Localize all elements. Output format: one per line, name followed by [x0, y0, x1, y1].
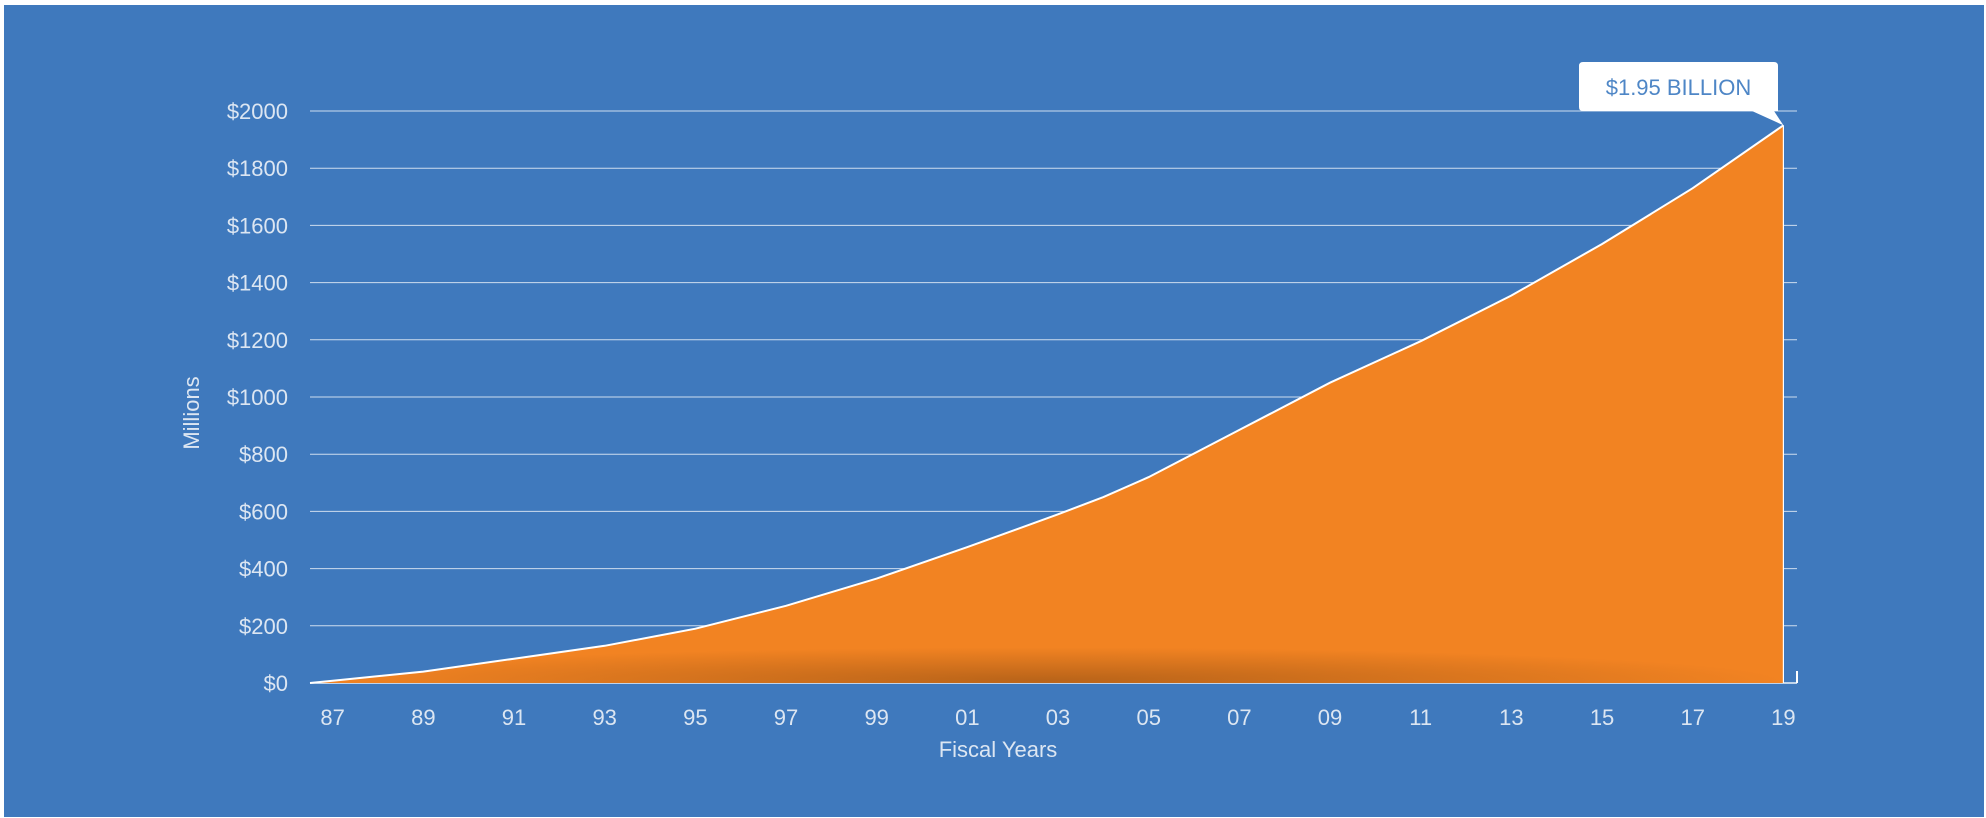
y-tick-label: $1800 [227, 156, 288, 181]
x-axis-title: Fiscal Years [939, 737, 1058, 762]
y-tick-label: $1000 [227, 385, 288, 410]
x-tick-label: 05 [1136, 705, 1160, 730]
x-tick-label: 91 [502, 705, 526, 730]
y-tick-label: $2000 [227, 99, 288, 124]
x-tick-label: 01 [955, 705, 979, 730]
y-tick-label: $800 [239, 442, 288, 467]
y-tick-label: $400 [239, 557, 288, 582]
x-tick-label: 11 [1409, 705, 1432, 730]
y-tick-label: $1400 [227, 271, 288, 296]
y-tick-label: $200 [239, 614, 288, 639]
x-tick-label: 07 [1227, 705, 1251, 730]
area-line [309, 124, 1784, 684]
x-tick-label: 15 [1590, 705, 1614, 730]
y-tick-label: $1200 [227, 328, 288, 353]
x-tick-label: 17 [1680, 705, 1704, 730]
x-tick-label: 99 [864, 705, 888, 730]
x-tick-label: 19 [1771, 705, 1795, 730]
x-tick-label: 97 [774, 705, 798, 730]
callout-label: $1.95 BILLION [1606, 75, 1752, 100]
x-tick-label: 09 [1318, 705, 1342, 730]
y-tick-label: $0 [264, 671, 288, 696]
x-tick-label: 93 [592, 705, 616, 730]
x-tick-label: 95 [683, 705, 707, 730]
x-tick-label: 13 [1499, 705, 1523, 730]
x-tick-label: 87 [320, 705, 344, 730]
y-tick-label: $1600 [227, 213, 288, 238]
y-axis-ticks: $0 $200 $400 $600 $800 $1000 $1200 $1400 $1600 $1… [227, 99, 288, 696]
x-tick-label: 89 [411, 705, 435, 730]
x-axis-ticks: 87 89 91 93 95 97 99 01 03 05 07 09 11 13 15 17 19 [320, 705, 1795, 730]
y-axis-title: Millions [179, 376, 204, 449]
x-tick-label: 03 [1046, 705, 1070, 730]
y-tick-label: $600 [239, 499, 288, 524]
callout-box [1579, 62, 1784, 126]
total-callout: $1.95 BILLION [1579, 62, 1784, 126]
area-series [309, 124, 1784, 684]
area-shadow [310, 125, 1784, 684]
